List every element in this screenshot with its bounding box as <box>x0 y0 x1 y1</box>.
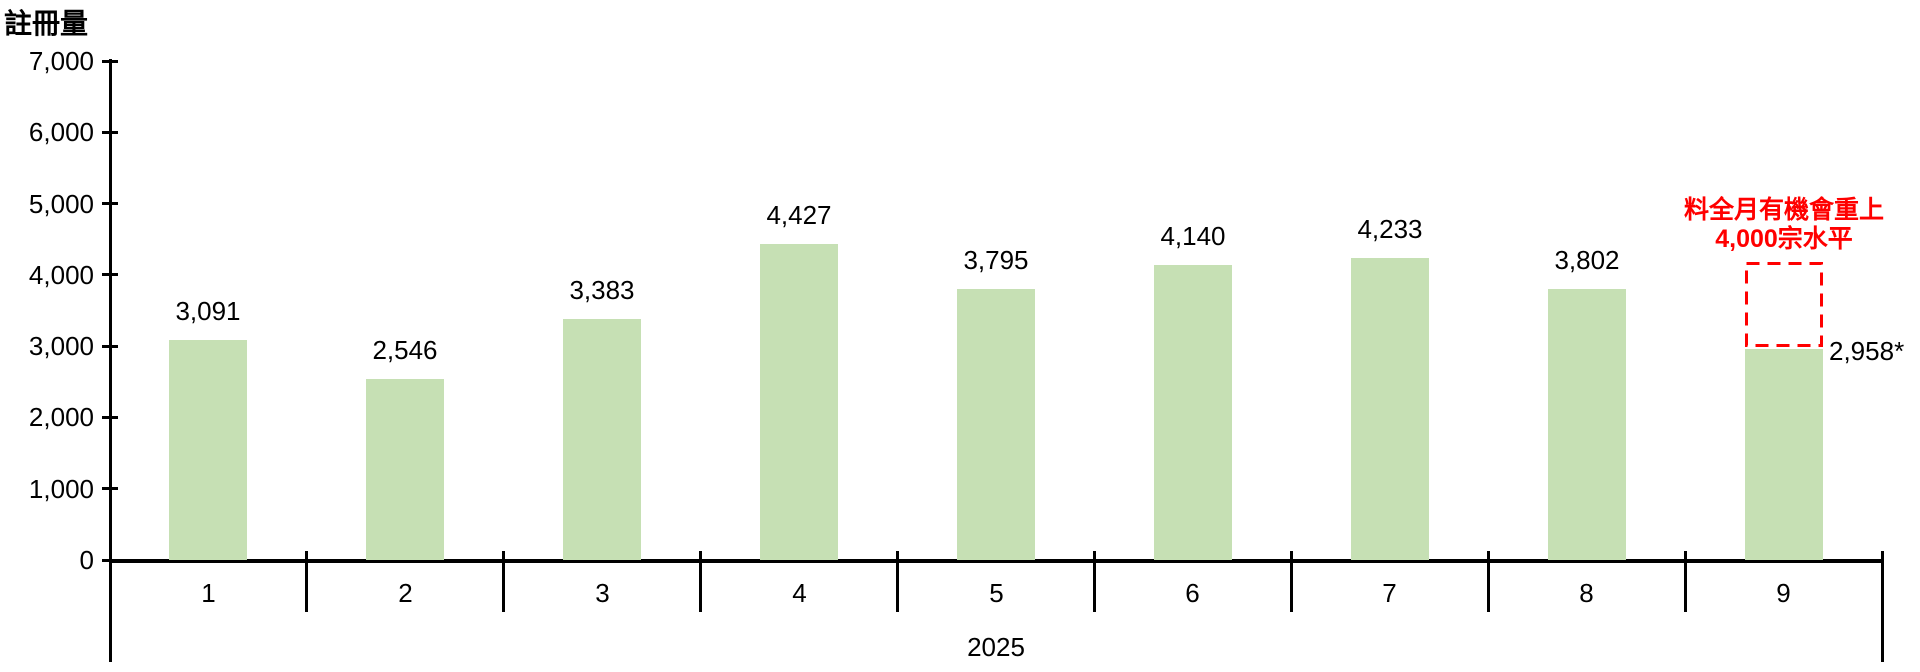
category-divider <box>1684 551 1687 612</box>
bar <box>1548 289 1626 560</box>
forecast-dashed-box-svg <box>1745 262 1823 347</box>
y-axis-tick <box>102 273 118 276</box>
forecast-note-text: 料全月有機會重上 4,000宗水平 <box>1564 196 1920 254</box>
month-label: 2 <box>398 578 413 608</box>
y-axis-tick <box>102 131 118 134</box>
forecast-note-line: 料全月有機會重上 <box>1683 196 1884 224</box>
bar-value-label: 4,140 <box>1160 221 1226 251</box>
bar <box>563 319 641 560</box>
month-label: 8 <box>1579 578 1594 608</box>
bar-value-label: 3,383 <box>569 275 635 305</box>
y-axis-tick-label: 0 <box>79 545 94 575</box>
y-axis-tick-label: 5,000 <box>28 189 94 219</box>
forecast-note-line: 4,000宗水平 <box>1715 225 1853 253</box>
month-label: 1 <box>201 578 216 608</box>
month-label: 5 <box>989 578 1004 608</box>
y-axis-tick-label: 4,000 <box>28 260 94 290</box>
bar <box>760 244 838 560</box>
category-divider <box>1487 551 1490 612</box>
bar <box>1154 265 1232 560</box>
y-axis-line <box>109 59 112 662</box>
x-axis-line <box>110 559 1882 563</box>
bar-value-label: 2,546 <box>372 335 438 365</box>
month-label: 7 <box>1382 578 1397 608</box>
y-axis-tick-label: 3,000 <box>28 331 94 361</box>
y-axis-title: 註冊量 <box>4 8 89 39</box>
forecast-dashed-box <box>1745 262 1823 347</box>
y-axis-tick <box>102 487 118 490</box>
month-label: 4 <box>792 578 807 608</box>
y-axis-tick <box>102 202 118 205</box>
y-axis-tick-label: 7,000 <box>28 46 94 76</box>
category-divider <box>1093 551 1096 612</box>
month-label: 3 <box>595 578 610 608</box>
bar <box>366 379 444 560</box>
y-axis-tick-label: 1,000 <box>28 474 94 504</box>
bar-value-label: 2,958* <box>1829 336 1905 366</box>
category-divider <box>1290 551 1293 612</box>
y-axis-tick <box>102 60 118 63</box>
bar-value-label: 3,795 <box>963 245 1029 275</box>
axis-frame-right <box>1881 551 1884 662</box>
y-axis-tick <box>102 416 118 419</box>
bar-value-label: 4,233 <box>1357 214 1423 244</box>
category-divider <box>502 551 505 612</box>
category-divider <box>699 551 702 612</box>
bar-value-label: 3,091 <box>175 296 241 326</box>
bar-value-label: 3,802 <box>1554 245 1620 275</box>
category-divider <box>305 551 308 612</box>
bar <box>1745 349 1823 560</box>
bar <box>957 289 1035 560</box>
y-axis-tick-label: 2,000 <box>28 402 94 432</box>
y-axis-tick-label: 6,000 <box>28 117 94 147</box>
bar-value-label: 4,427 <box>766 200 832 230</box>
month-label: 6 <box>1185 578 1200 608</box>
bar <box>169 340 247 560</box>
category-divider <box>896 551 899 612</box>
y-axis-tick <box>102 345 118 348</box>
month-label: 9 <box>1776 578 1791 608</box>
year-label: 2025 <box>967 632 1025 662</box>
bar <box>1351 258 1429 560</box>
